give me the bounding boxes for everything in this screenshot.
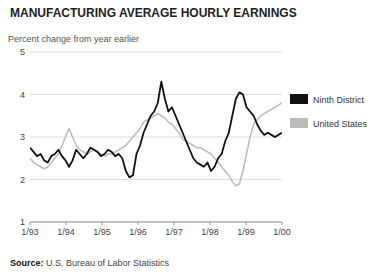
source: Source: U.S. Bureau of Labor Statistics [10,258,170,268]
x-tick [102,222,103,225]
grid-line [30,94,282,95]
title: MANUFACTURING AVERAGE HOURLY EARNINGS [10,6,297,20]
grid-line [30,52,282,53]
grid-line [30,222,282,223]
x-tick [282,222,283,225]
y-tick-label: 3 [20,132,25,142]
x-tick [210,222,211,225]
grid-line [30,179,282,180]
chart: MANUFACTURING AVERAGE HOURLY EARNINGS Per… [0,0,391,276]
x-tick-label: 1/96 [129,227,147,237]
line [30,82,282,178]
y-tick-label: 2 [20,175,25,185]
x-tick-label: 1/99 [237,227,255,237]
x-tick-label: 1/94 [57,227,75,237]
x-tick-label: 1/98 [201,227,219,237]
legend-label: Ninth District [313,95,365,105]
legend-label: United States [313,119,368,129]
x-tick [66,222,67,225]
x-axis [30,222,282,223]
x-tick-label: 1/97 [165,227,183,237]
legend-swatch [290,94,308,104]
grid-line [30,137,282,138]
source-head: Source: [10,258,44,268]
x-tick-label: 1/95 [93,227,111,237]
y-tick-label: 5 [20,47,25,57]
y-tick-label: 1 [20,217,25,227]
line [30,103,282,186]
source-rest: U.S. Bureau of Labor Statistics [44,258,170,268]
y-tick-label: 4 [20,90,25,100]
x-tick [30,222,31,225]
x-tick [246,222,247,225]
x-tick [174,222,175,225]
plot-area [30,82,282,186]
legend-swatch [290,118,308,128]
y-label: Percent change from year earlier [8,34,139,44]
x-tick-label: 1/93 [21,227,39,237]
x-tick [138,222,139,225]
x-tick-label: 1/00 [273,227,291,237]
